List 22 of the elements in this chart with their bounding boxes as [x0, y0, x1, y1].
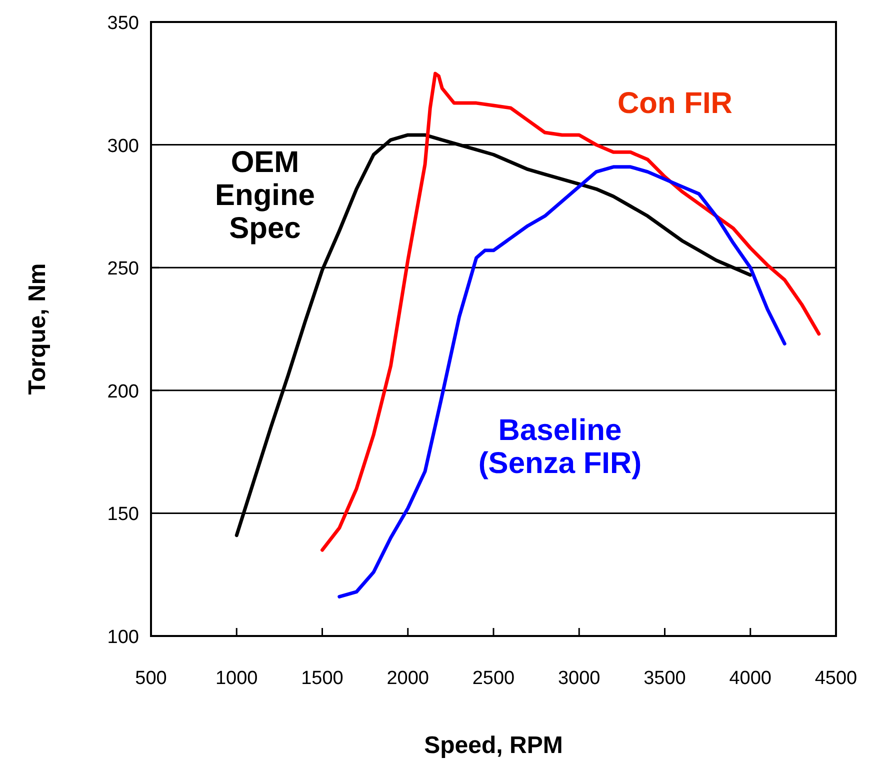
- series-label: Baseline (Senza FIR): [478, 414, 642, 480]
- x-tick-label: 2500: [472, 668, 515, 689]
- series-label: Con FIR: [618, 87, 733, 120]
- x-tick-label: 1500: [301, 668, 344, 689]
- series-label: OEM Engine Spec: [214, 146, 316, 245]
- x-tick-label: 500: [135, 668, 167, 689]
- x-tick-label: 2000: [386, 668, 430, 689]
- y-tick-label: 300: [107, 136, 139, 157]
- x-tick-label: 4500: [814, 668, 858, 689]
- x-tick-label: 3000: [558, 668, 600, 689]
- x-tick-label: 3500: [644, 668, 686, 689]
- y-tick-label: 100: [107, 627, 139, 648]
- y-tick-label: 250: [107, 258, 139, 280]
- y-axis-title: Torque, Nm: [24, 263, 51, 395]
- y-tick-label: 150: [107, 504, 139, 526]
- x-tick-label: 4000: [729, 668, 772, 689]
- y-tick-label: 200: [107, 381, 139, 402]
- line-series: [338, 165, 786, 598]
- y-tick-label: 350: [107, 13, 139, 34]
- line-series: [320, 72, 821, 552]
- x-tick-label: 1000: [215, 668, 258, 689]
- x-axis-title: Speed, RPM: [424, 732, 563, 759]
